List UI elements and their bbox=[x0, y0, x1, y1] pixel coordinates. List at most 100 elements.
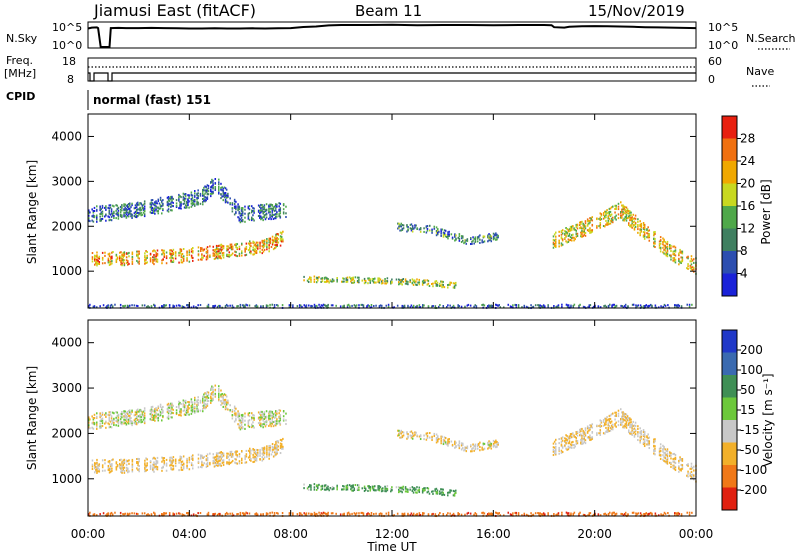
power-cell-0 bbox=[153, 256, 155, 259]
velocity-cell-2 bbox=[423, 487, 425, 490]
velocity-cell-1 bbox=[247, 412, 250, 415]
power-cell-0 bbox=[95, 255, 97, 258]
power-cell-5 bbox=[182, 305, 185, 308]
power-cell-2 bbox=[384, 278, 386, 281]
power-cell-0 bbox=[213, 249, 216, 252]
power-cell-5 bbox=[298, 304, 301, 307]
velocity-cell-4 bbox=[558, 438, 560, 441]
power-cell-4 bbox=[689, 260, 692, 263]
power-cell-0 bbox=[101, 256, 104, 259]
velocity-cell-0 bbox=[101, 469, 104, 472]
power-cell-1 bbox=[211, 185, 213, 188]
power-cell-4 bbox=[622, 213, 624, 216]
velocity-cell-3 bbox=[399, 436, 401, 439]
power-cell-0 bbox=[275, 244, 277, 247]
velocity-cell-4 bbox=[583, 437, 586, 440]
velocity-cell-1 bbox=[203, 393, 205, 396]
power-cell-0 bbox=[222, 245, 225, 248]
velocity-cell-4 bbox=[674, 466, 677, 469]
power-cell-5 bbox=[262, 305, 264, 308]
velocity-cell-4 bbox=[552, 454, 555, 457]
power-cell-1 bbox=[263, 206, 266, 209]
power-cell-3 bbox=[426, 227, 429, 230]
velocity-cell-4 bbox=[623, 414, 625, 417]
velocity-cell-0 bbox=[171, 457, 174, 460]
power-cell-1 bbox=[116, 213, 119, 216]
velocity-cell-4 bbox=[662, 450, 664, 453]
power-cell-5 bbox=[482, 303, 484, 306]
power-cell-4 bbox=[632, 217, 635, 220]
velocity-cell-4 bbox=[607, 418, 610, 421]
velocity-cell-1 bbox=[142, 414, 145, 417]
power-cell-1 bbox=[214, 186, 217, 189]
power-cell-1 bbox=[218, 185, 220, 188]
power-cell-4 bbox=[634, 225, 637, 228]
velocity-cell-3 bbox=[472, 447, 474, 450]
power-cell-0 bbox=[217, 257, 219, 260]
power-cell-1 bbox=[204, 185, 206, 188]
power-cell-4 bbox=[647, 226, 649, 229]
velocity-cell-1 bbox=[227, 399, 229, 402]
velocity-cell-1 bbox=[259, 422, 261, 425]
velocity-cell-5 bbox=[109, 512, 112, 515]
velocity-cell-2 bbox=[426, 487, 429, 490]
velocity-cell-1 bbox=[178, 400, 180, 403]
velocity-cell-0 bbox=[163, 457, 166, 460]
velocity-cell-1 bbox=[155, 407, 157, 410]
power-cell-5 bbox=[106, 305, 108, 308]
velocity-cell-1 bbox=[190, 400, 193, 403]
velocity-cell-0 bbox=[219, 464, 221, 467]
velocity-cell-1 bbox=[121, 416, 123, 419]
power-cell-3 bbox=[474, 238, 477, 241]
power-cell-3 bbox=[482, 235, 485, 238]
power-cell-1 bbox=[109, 213, 112, 216]
velocity-cell-1 bbox=[239, 421, 242, 424]
power-cell-4 bbox=[643, 228, 646, 231]
velocity-cell-3 bbox=[466, 445, 469, 448]
velocity-cell-5 bbox=[276, 512, 278, 515]
power-cell-0 bbox=[262, 246, 265, 249]
power-cell-5 bbox=[310, 306, 312, 309]
velocity-cell-1 bbox=[278, 422, 280, 425]
velocity-cell-1 bbox=[235, 418, 237, 421]
velocity-cell-2 bbox=[346, 486, 349, 489]
colorbar-tick-label: 24 bbox=[740, 154, 755, 168]
power-cell-0 bbox=[178, 261, 180, 264]
power-cell-4 bbox=[640, 222, 643, 225]
velocity-cell-0 bbox=[111, 459, 113, 462]
power-cell-1 bbox=[186, 206, 188, 209]
power-cell-0 bbox=[279, 231, 282, 234]
velocity-cell-1 bbox=[212, 390, 214, 393]
velocity-cell-0 bbox=[263, 452, 266, 455]
velocity-cell-0 bbox=[276, 446, 278, 449]
velocity-cell-1 bbox=[240, 421, 243, 424]
velocity-cell-1 bbox=[210, 387, 212, 390]
velocity-cell-1 bbox=[239, 425, 242, 428]
power-cell-4 bbox=[567, 235, 570, 238]
power-cell-4 bbox=[670, 247, 672, 250]
velocity-cell-1 bbox=[224, 402, 227, 405]
velocity-cell-2 bbox=[439, 492, 441, 495]
velocity-cell-1 bbox=[127, 414, 130, 417]
velocity-cell-1 bbox=[154, 419, 156, 422]
velocity-cell-1 bbox=[137, 410, 139, 413]
velocity-cell-1 bbox=[88, 424, 90, 427]
power-cell-1 bbox=[96, 208, 98, 211]
power-cell-1 bbox=[210, 192, 212, 195]
power-cell-1 bbox=[231, 207, 234, 210]
velocity-cell-2 bbox=[369, 487, 372, 490]
velocity-cell-0 bbox=[180, 460, 183, 463]
velocity-cell-5 bbox=[137, 513, 139, 516]
velocity-cell-3 bbox=[496, 445, 498, 448]
power-cell-4 bbox=[606, 222, 608, 225]
power-cell-5 bbox=[243, 306, 245, 309]
power-cell-0 bbox=[257, 244, 259, 247]
power-cell-5 bbox=[612, 303, 614, 306]
velocity-cell-4 bbox=[681, 458, 684, 461]
velocity-cell-1 bbox=[211, 397, 213, 400]
power-cell-4 bbox=[588, 228, 590, 231]
velocity-cell-1 bbox=[247, 421, 250, 424]
power-cell-5 bbox=[265, 304, 268, 307]
power-cell-4 bbox=[571, 228, 573, 231]
power-cell-4 bbox=[681, 258, 684, 261]
